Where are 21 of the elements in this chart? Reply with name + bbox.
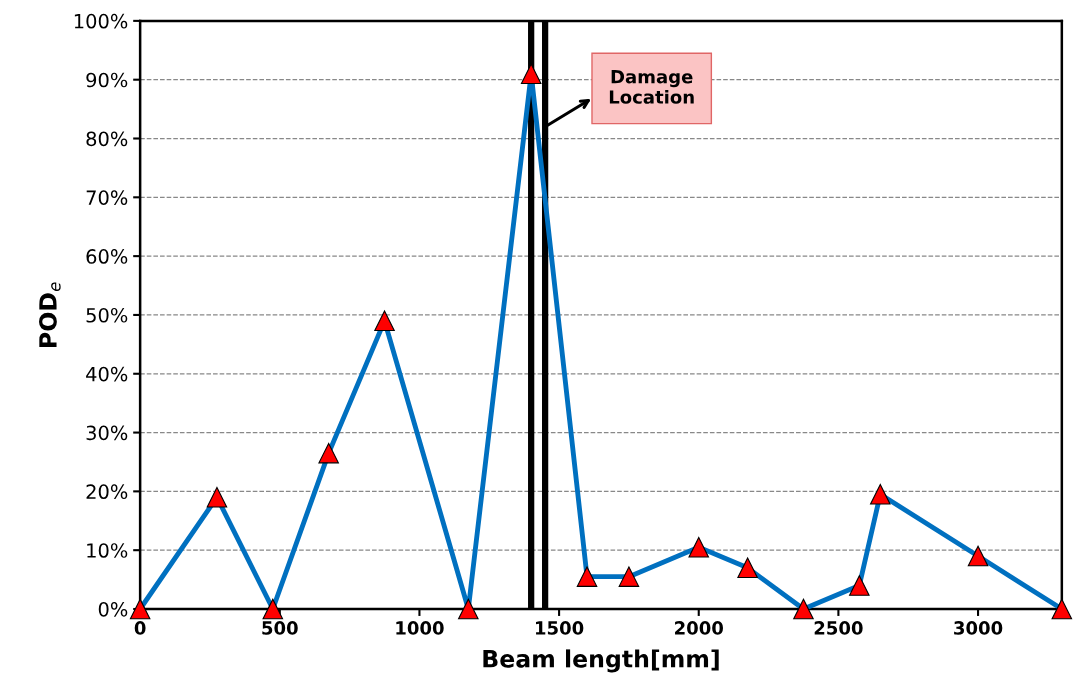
x-tick-label: 500 [262,621,298,635]
y-tick-label: 0% [98,601,128,617]
x-axis-title: Beam length[mm] [483,649,719,673]
y-axis-title: POD$_{e}$ [39,282,61,347]
x-tick-label: 3000 [954,621,1003,635]
y-tick-label: 50% [86,307,128,323]
x-tick-label: 0 [134,621,146,635]
x-tick-label: 1000 [396,621,444,635]
y-tick-label: 30% [86,425,128,441]
x-tick-label: 2000 [675,621,723,635]
y-tick-label: 80% [86,131,128,147]
x-tick-label: 1500 [536,621,584,635]
annotation: Damage Location [609,70,694,104]
y-tick-label: 60% [86,249,128,264]
y-tick-label: 90% [86,72,128,88]
y-tick-label: 100% [74,13,128,29]
y-tick-label: 20% [86,484,128,500]
x-tick-label: 2500 [814,621,863,635]
y-tick-label: 10% [87,543,128,558]
y-tick-label: 40% [86,366,128,382]
y-tick-label: 70% [86,190,128,205]
